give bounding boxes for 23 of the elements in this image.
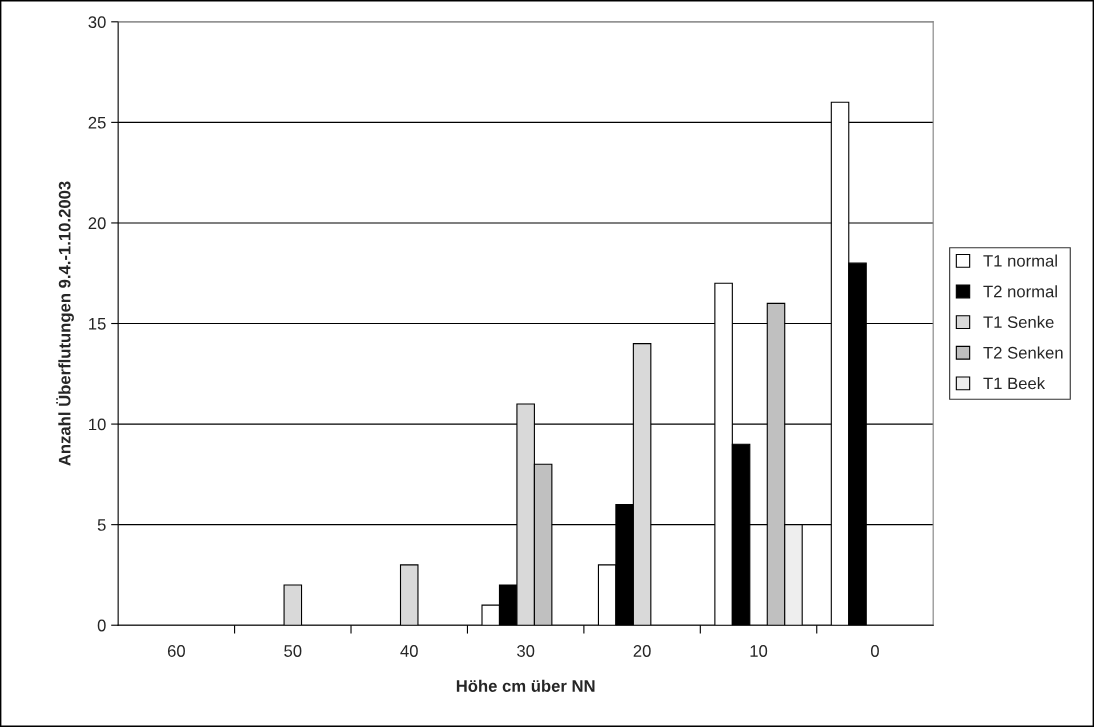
bar xyxy=(399,564,419,626)
x-tick-label: 30 xyxy=(517,645,535,657)
bar xyxy=(283,584,303,626)
x-tick-label: 20 xyxy=(633,645,651,657)
x-axis-title: Höhe cm über NN xyxy=(456,679,595,692)
x-tick-label: 60 xyxy=(167,645,185,657)
y-tick-label: 30 xyxy=(88,16,106,29)
x-tick-label: 0 xyxy=(870,645,879,657)
legend-label: T1 Senke xyxy=(983,315,1054,329)
x-tick-label: 40 xyxy=(400,645,418,657)
y-tick-label: 5 xyxy=(97,519,106,531)
y-tick-label: 15 xyxy=(89,318,106,330)
y-tick-label: 10 xyxy=(89,418,106,431)
y-axis-title: Anzahl Überflutungen 9.4.-1.10.2003 xyxy=(56,181,74,466)
legend-label: T2 normal xyxy=(983,285,1057,298)
legend-label: T2 Senken xyxy=(983,346,1063,359)
y-tick-label: 20 xyxy=(88,217,106,230)
legend-label: T1 Beek xyxy=(983,377,1046,390)
y-tick-label: 25 xyxy=(88,116,106,129)
y-tick-label: 0 xyxy=(97,619,106,632)
legend-label: T1 normal xyxy=(983,254,1057,267)
x-tick-label: 50 xyxy=(284,645,302,657)
x-tick-label: 10 xyxy=(750,645,768,657)
